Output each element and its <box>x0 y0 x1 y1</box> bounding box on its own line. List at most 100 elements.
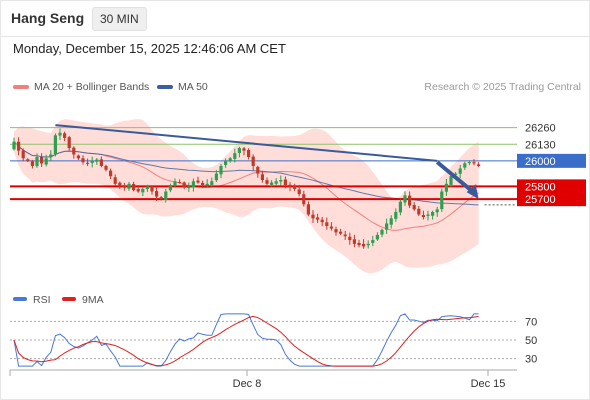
candle-body <box>421 215 425 218</box>
candle-body <box>191 181 195 188</box>
forecast-arrow-head <box>466 184 479 200</box>
candle-body <box>90 160 94 163</box>
candle-body <box>477 164 481 166</box>
candle-body <box>67 137 71 149</box>
level-tag-25800 <box>517 179 586 194</box>
candle-body <box>463 163 467 168</box>
candle-body <box>398 201 402 213</box>
x-tick-label: Dec 15 <box>471 378 506 390</box>
candle-body <box>127 183 131 189</box>
candle-body <box>145 186 149 190</box>
legend-ma50: MA 50 <box>157 81 208 93</box>
candle-body <box>196 180 200 183</box>
candle-body <box>256 166 260 174</box>
x-tick-label: Dec 8 <box>233 378 262 390</box>
candle-body <box>352 239 356 244</box>
candle-body <box>408 195 412 206</box>
candle-body <box>214 173 218 181</box>
candle-body <box>270 182 274 185</box>
candle-body <box>265 180 269 184</box>
level-label-26130: 26130 <box>525 139 556 151</box>
candle-body <box>306 204 310 215</box>
candle-body <box>40 157 44 164</box>
ma20-label: MA 20 + Bollinger Bands <box>34 81 150 93</box>
candle-body <box>136 189 140 192</box>
candle-body <box>141 188 145 193</box>
candle-body <box>371 240 375 243</box>
candle-body <box>187 186 191 189</box>
candle-body <box>279 180 283 182</box>
candle-body <box>72 147 76 155</box>
candle-body <box>201 182 205 186</box>
rsi-legend-label: RSI <box>33 294 51 306</box>
level-label-25800: 25800 <box>525 181 556 193</box>
candle-body <box>343 234 347 237</box>
candle-body <box>431 211 435 216</box>
candle-body <box>178 181 182 183</box>
candle-body <box>164 191 168 201</box>
candle-body <box>237 148 241 153</box>
candle-body <box>440 191 444 210</box>
candle-body <box>435 209 439 213</box>
candle-body <box>316 217 320 220</box>
candle-body <box>168 185 172 191</box>
candle-body <box>325 222 329 226</box>
candle-body <box>17 141 21 151</box>
datetime-label: Monday, December 15, 2025 12:46:06 AM CE… <box>13 41 286 56</box>
candle-body <box>224 160 228 165</box>
candle-body <box>219 165 223 175</box>
candle-body <box>44 158 48 165</box>
candle-body <box>454 173 458 175</box>
ma20-swatch <box>13 85 29 90</box>
ma50-swatch <box>157 85 173 90</box>
rsi-swatch <box>13 297 27 301</box>
candle-body <box>458 168 462 174</box>
candle-body <box>35 157 39 167</box>
candle-body <box>132 183 136 191</box>
level-tag-26000 <box>517 153 586 168</box>
candle-body <box>366 243 370 246</box>
candle-body <box>403 195 407 203</box>
candle-body <box>444 183 448 192</box>
candle-body <box>233 153 237 159</box>
candle-body <box>320 219 324 223</box>
candle-body <box>329 226 333 229</box>
candle-body <box>104 165 108 170</box>
instrument-title: Hang Seng <box>11 10 85 26</box>
candle-body <box>334 229 338 233</box>
candle-body <box>394 211 398 219</box>
candle-body <box>247 149 251 158</box>
candle-body <box>412 205 416 210</box>
candle-body <box>274 181 278 184</box>
level-label-25700: 25700 <box>525 194 556 206</box>
candle-body <box>297 189 301 195</box>
candle-body <box>385 223 389 230</box>
candle-body <box>30 161 34 166</box>
candle-body <box>150 186 154 192</box>
candle-body <box>12 141 16 150</box>
candle-body <box>63 133 67 138</box>
candle-body <box>210 181 214 185</box>
candle-body <box>173 181 177 186</box>
candle-body <box>260 174 264 181</box>
rsi-tick-70: 70 <box>525 316 537 328</box>
timeframe-button[interactable]: 30 MIN <box>92 7 147 31</box>
ma50-label: MA 50 <box>178 81 208 93</box>
candle-body <box>49 154 53 158</box>
candle-body <box>58 132 62 136</box>
candle-body <box>155 191 159 197</box>
candle-body <box>357 242 361 246</box>
credit-text: Research © 2025 Trading Central <box>424 81 581 93</box>
bollinger-band <box>14 119 479 274</box>
level-label-26000: 26000 <box>525 156 556 168</box>
candle-body <box>205 183 209 186</box>
candle-body <box>417 208 421 215</box>
level-label-26260: 26260 <box>525 123 556 135</box>
candle-body <box>53 135 57 155</box>
candle-body <box>113 177 117 184</box>
candle-body <box>21 150 25 159</box>
candle-body <box>159 197 163 200</box>
candle-body <box>86 162 90 164</box>
candle-body <box>467 162 471 164</box>
